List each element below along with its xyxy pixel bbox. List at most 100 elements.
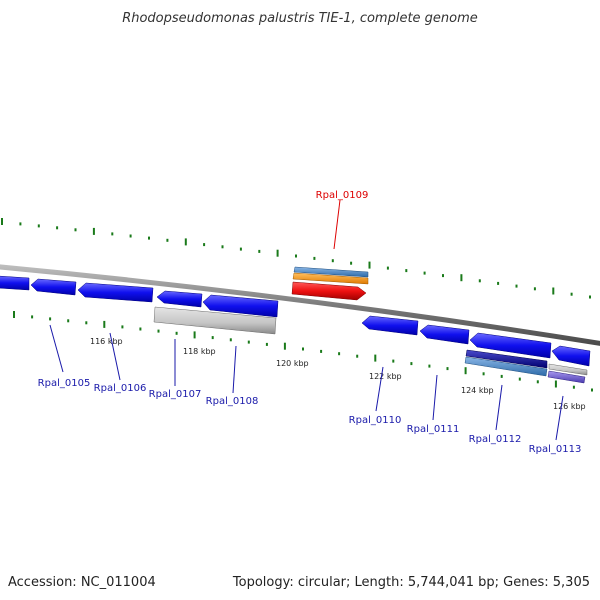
inner-minor-tick [139,327,142,331]
gene-arrow-rpal-0113[interactable] [551,345,591,367]
inner-minor-tick [175,331,178,335]
inner-minor-tick [518,377,521,381]
outer-major-tick [1,218,3,225]
gene-arrow-rpal-0112[interactable] [469,332,552,359]
outer-major-tick [552,287,555,295]
outer-minor-tick [239,247,242,251]
inner-minor-tick [247,340,250,344]
inner-minor-tick [572,385,575,389]
outer-major-tick [184,238,187,246]
inner-minor-tick [500,374,503,378]
inner-minor-tick [229,338,232,342]
gray-feature-bar-right [548,363,588,376]
outer-minor-tick [19,222,22,226]
outer-minor-tick [56,226,59,230]
inner-major-tick [374,354,377,362]
leader-rpal-0110 [375,366,384,412]
gene-arrow-rpal-0111[interactable] [419,324,470,345]
outer-minor-tick [478,279,481,283]
gene-label-rpal-0108[interactable]: Rpal_0108 [206,396,259,407]
map-title: Rhodopseudomonas palustris TIE-1, comple… [122,11,478,26]
outer-minor-tick [589,295,591,299]
inner-major-tick [554,380,557,388]
leader-rpal-0109 [333,199,341,250]
steel-feature-bar-right [464,356,548,377]
inner-minor-tick [157,329,160,333]
outer-minor-tick [74,228,77,232]
leader-rpal-0106 [109,332,121,381]
inner-major-tick [13,311,15,318]
feature-stack-rpal-0109 [291,266,369,301]
rna-feature-bar [153,306,277,335]
outer-minor-tick [37,224,40,228]
inner-minor-tick [67,319,70,323]
gene-label-rpal-0110[interactable]: Rpal_0110 [349,415,402,426]
outer-major-tick [276,249,279,257]
inner-minor-tick [410,362,413,366]
accession-text: Accession: NC_011004 [8,575,156,590]
outer-minor-tick [331,259,334,263]
purple-feature-bar [547,370,586,384]
gene-arrow-rpal-0106[interactable] [30,278,77,296]
outer-minor-tick [221,245,224,249]
tick-label-118: 118 kbp [183,347,216,356]
leader-rpal-0112 [495,384,503,431]
tick-label-126: 126 kbp [553,402,586,411]
outer-minor-tick [313,256,316,260]
inner-major-tick [193,331,196,339]
tick-label-116: 116 kbp [90,337,123,346]
gene-label-rpal-0107[interactable]: Rpal_0107 [149,389,202,400]
tick-labels: 116 kbp 118 kbp 120 kbp 122 kbp 124 kbp … [90,337,586,411]
inner-major-tick [283,342,286,350]
inner-major-tick [103,320,106,328]
outer-minor-tick [111,232,114,236]
inner-minor-tick [536,380,539,384]
gene-arrow-rpal-0105[interactable] [0,275,30,291]
inner-minor-tick [482,372,485,376]
gene-arrow-rpal-0107b[interactable] [156,290,203,308]
inner-minor-tick [428,364,431,368]
inner-minor-tick [356,354,359,358]
outer-major-tick [460,274,463,282]
genome-backbone [0,264,600,346]
outer-minor-tick [386,266,389,270]
outer-minor-tick [295,254,297,258]
gene-label-rpal-0112[interactable]: Rpal_0112 [469,434,522,445]
outer-minor-tick [203,243,206,247]
outer-minor-tick [497,281,500,285]
gene-labels: Rpal_0105 Rpal_0106 Rpal_0107 Rpal_0108 … [38,190,582,455]
gene-label-rpal-0109[interactable]: Rpal_0109 [316,190,369,201]
inner-minor-tick [121,325,124,329]
outer-minor-tick [533,287,536,291]
inner-minor-tick [320,349,323,353]
steel-feature-bar [293,266,369,278]
tick-label-122: 122 kbp [369,372,402,381]
genome-summary-text: Topology: circular; Length: 5,744,041 bp… [232,575,590,590]
inner-minor-tick [85,321,88,325]
inner-minor-tick [49,317,52,321]
gene-label-rpal-0113[interactable]: Rpal_0113 [529,444,582,455]
gene-arrow-rpal-0110[interactable] [361,315,419,336]
outer-minor-tick [350,261,353,265]
gene-arrow-rpal-0109[interactable] [291,281,367,301]
inner-minor-tick [265,342,268,346]
gene-label-rpal-0105[interactable]: Rpal_0105 [38,378,91,389]
navy-feature-bar [465,349,548,369]
inner-minor-tick [392,359,395,363]
inner-minor-tick [211,336,214,340]
gene-label-rpal-0111[interactable]: Rpal_0111 [407,424,460,435]
leader-rpal-0113 [555,395,564,441]
gene-arrow-rpal-0108[interactable] [202,294,279,318]
inner-major-tick [464,367,467,375]
leader-rpal-0111 [432,374,438,421]
leader-rpal-0108 [232,345,237,394]
reverse-genes-left [0,275,279,335]
gene-label-rpal-0106[interactable]: Rpal_0106 [94,383,147,394]
outer-minor-tick [148,236,150,240]
outer-minor-tick [515,284,518,288]
outer-minor-tick [405,269,408,273]
outer-tick-row [1,218,591,299]
inner-tick-row [13,311,593,392]
outer-minor-tick [166,238,169,242]
gene-arrow-rpal-0107[interactable] [77,282,154,303]
